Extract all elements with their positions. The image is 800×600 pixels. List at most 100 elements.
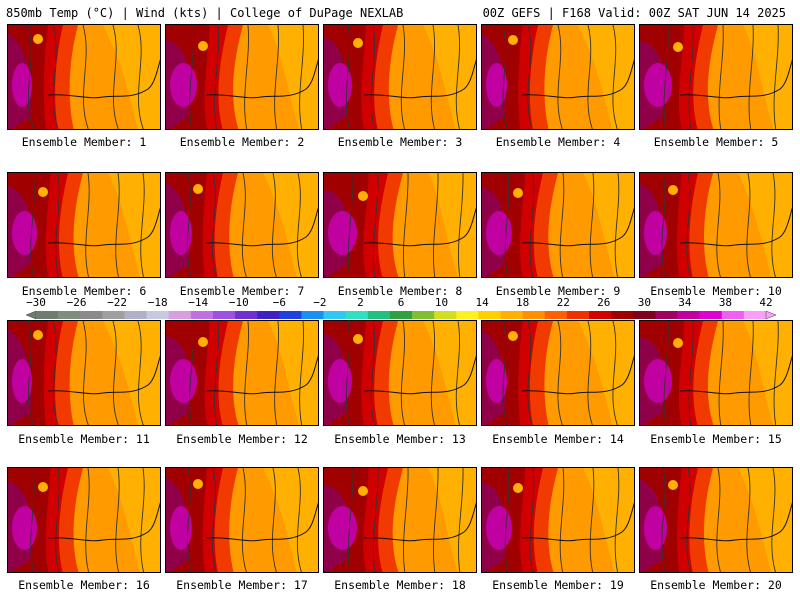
ensemble-member-label: Ensemble Member: 1 — [21, 135, 147, 149]
ensemble-member-label: Ensemble Member: 8 — [337, 284, 463, 298]
ensemble-map-20 — [639, 467, 793, 573]
ensemble-map-15 — [639, 320, 793, 426]
colorbar-tick-label: −22 — [107, 296, 128, 309]
temperature-field-map — [8, 321, 160, 425]
colorbar-swatch — [611, 311, 634, 319]
colorbar-tick-label: −18 — [147, 296, 168, 309]
ensemble-member-label: Ensemble Member: 3 — [337, 135, 463, 149]
colorbar-tick-label: 14 — [475, 296, 489, 309]
colorbar-swatch — [80, 311, 103, 319]
colorbar-swatch — [522, 311, 546, 319]
colorbar-swatch — [257, 311, 280, 319]
colorbar-swatch — [412, 311, 435, 319]
ensemble-map-14 — [481, 320, 635, 426]
colorbar-tick-label: 26 — [597, 296, 611, 309]
ensemble-map-4 — [481, 24, 635, 130]
ensemble-map-3 — [323, 24, 477, 130]
colorbar-swatch — [721, 311, 745, 319]
colorbar-swatch — [279, 311, 302, 319]
ensemble-member-label: Ensemble Member: 11 — [18, 432, 150, 446]
ensemble-map-18 — [323, 467, 477, 573]
colorbar-swatch — [434, 311, 457, 319]
temperature-field-map — [166, 25, 318, 129]
temperature-field-map — [640, 173, 792, 277]
colorbar-tick-label: 30 — [637, 296, 651, 309]
colorbar-swatch — [699, 311, 723, 319]
colorbar-swatch — [655, 311, 678, 319]
colorbar-swatch — [478, 311, 501, 319]
ensemble-map-12 — [165, 320, 319, 426]
ensemble-member-label: Ensemble Member: 16 — [18, 578, 150, 592]
colorbar-swatch — [102, 311, 125, 319]
ensemble-map-5 — [639, 24, 793, 130]
colorbar-tick-label: 10 — [434, 296, 449, 309]
colorbar-swatch — [323, 311, 346, 319]
colorbar-tick-label: −10 — [228, 296, 249, 309]
colorbar-swatch — [212, 311, 236, 319]
ensemble-map-1 — [7, 24, 161, 130]
colorbar-swatch — [301, 311, 324, 319]
colorbar-swatch — [235, 311, 258, 319]
colorbar-swatch — [566, 311, 590, 319]
ensemble-member-label: Ensemble Member: 6 — [21, 284, 147, 298]
ensemble-member-label: Ensemble Member: 20 — [650, 578, 782, 592]
ensemble-member-label: Ensemble Member: 5 — [653, 135, 779, 149]
colorbar-swatch — [544, 311, 568, 319]
temperature-field-map — [166, 321, 318, 425]
temperature-field-map — [482, 25, 634, 129]
ensemble-map-10 — [639, 172, 793, 278]
colorbar-tick-label: −14 — [188, 296, 209, 309]
ensemble-member-label: Ensemble Member: 17 — [176, 578, 308, 592]
colorbar-swatch — [743, 311, 767, 319]
colorbar-tick-label: 22 — [556, 296, 570, 309]
temperature-field-map — [640, 25, 792, 129]
ensemble-member-label: Ensemble Member: 9 — [495, 284, 621, 298]
ensemble-member-label: Ensemble Member: 2 — [179, 135, 305, 149]
temperature-field-map — [324, 25, 476, 129]
colorbar-tick-label: −2 — [313, 296, 327, 309]
ensemble-member-label: Ensemble Member: 12 — [176, 432, 308, 446]
colorbar-swatch — [677, 311, 700, 319]
colorbar-swatch — [389, 311, 413, 319]
ensemble-map-17 — [165, 467, 319, 573]
colorbar-tick-label: −26 — [66, 296, 87, 309]
temperature-field-map — [640, 321, 792, 425]
colorbar-swatch — [589, 311, 612, 319]
temperature-field-map — [482, 173, 634, 277]
temperature-field-map — [482, 468, 634, 572]
colorbar-swatch — [633, 311, 656, 319]
ensemble-map-16 — [7, 467, 161, 573]
temperature-field-map — [324, 173, 476, 277]
temperature-field-map — [324, 468, 476, 572]
temperature-field-map — [482, 321, 634, 425]
ensemble-map-11 — [7, 320, 161, 426]
colorbar-tick-label: 42 — [759, 296, 773, 309]
ensemble-member-label: Ensemble Member: 18 — [334, 578, 466, 592]
ensemble-member-label: Ensemble Member: 14 — [492, 432, 624, 446]
ensemble-member-label: Ensemble Member: 4 — [495, 135, 621, 149]
ensemble-map-19 — [481, 467, 635, 573]
colorbar-tick-label: −6 — [272, 296, 286, 309]
colorbar-graphic — [25, 310, 777, 320]
ensemble-map-7 — [165, 172, 319, 278]
header-bar: 850mb Temp (°C) | Wind (kts) | College o… — [0, 0, 800, 24]
colorbar-swatch — [345, 311, 369, 319]
temperature-field-map — [8, 173, 160, 277]
temperature-field-map — [324, 321, 476, 425]
colorbar-left-arrow — [25, 310, 37, 320]
ensemble-map-6 — [7, 172, 161, 278]
colorbar-right-arrow — [765, 310, 777, 320]
ensemble-map-9 — [481, 172, 635, 278]
colorbar-tick-label: 34 — [678, 296, 692, 309]
ensemble-map-8 — [323, 172, 477, 278]
temperature-field-map — [166, 173, 318, 277]
ensemble-member-label: Ensemble Member: 15 — [650, 432, 782, 446]
colorbar-tick-label: −30 — [26, 296, 46, 309]
ensemble-member-label: Ensemble Member: 13 — [334, 432, 466, 446]
ensemble-member-label: Ensemble Member: 10 — [650, 284, 782, 298]
temperature-colorbar: −30 −26 −22 −18 −14 −10 −6 −2 2 6 10 14 18 22 26 30 34 38… — [0, 296, 800, 320]
colorbar-tick-label: 6 — [397, 296, 405, 309]
colorbar-swatch — [367, 311, 391, 319]
colorbar-swatch — [500, 311, 523, 319]
ensemble-member-label: Ensemble Member: 7 — [179, 284, 305, 298]
